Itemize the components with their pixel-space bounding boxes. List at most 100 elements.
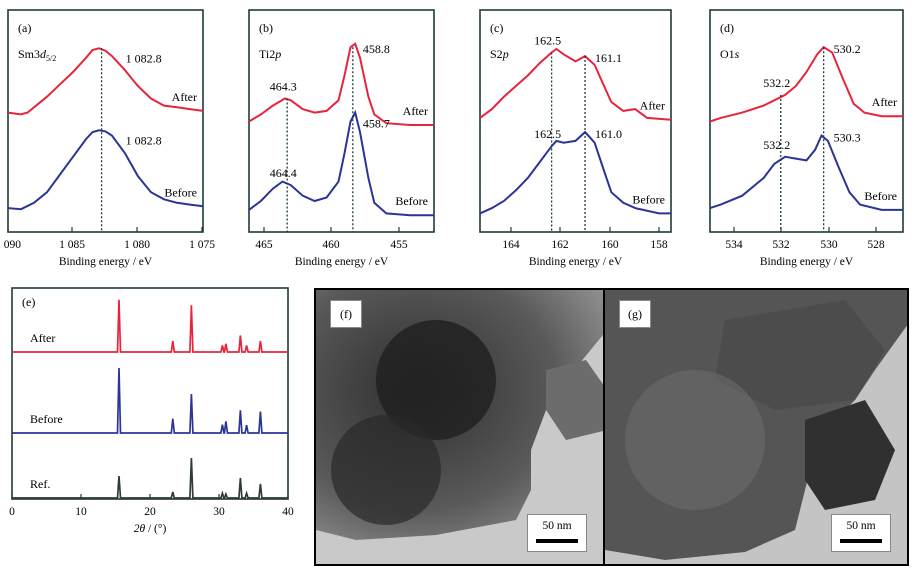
scale-bar-label: 50 nm <box>846 520 876 532</box>
scale-bar-label: 50 nm <box>542 520 572 532</box>
series-line <box>709 45 903 123</box>
title-italic: p <box>502 47 509 61</box>
x-tick-label: 160 <box>601 239 619 251</box>
xps-panel: (a) Sm3d5/2 After Before 1 082.8 1 082.8 1 090… <box>0 9 215 268</box>
series-label: After <box>172 90 197 104</box>
panel-title: Ti2p <box>259 47 281 61</box>
plot-frame <box>7 9 204 233</box>
x-tick-label: 465 <box>255 239 273 251</box>
peak-label: 532.2 <box>763 76 790 90</box>
title-main: O1 <box>720 47 735 61</box>
series-line <box>7 129 204 211</box>
series-label: After <box>30 331 55 345</box>
series-label: After <box>403 104 428 118</box>
x-axis-label-italic: 2θ <box>134 523 146 535</box>
panel-label: (d) <box>720 21 734 35</box>
title-sub: 5/2 <box>46 54 56 63</box>
plot-frame <box>11 287 289 500</box>
title-italic: s <box>735 47 740 61</box>
panel-title: S2p <box>490 47 509 61</box>
scale-bar-box: 50 nm <box>831 514 891 552</box>
x-tick-label: 534 <box>725 239 743 251</box>
panel-title: Sm3d5/2 <box>18 47 56 63</box>
series-line <box>12 367 288 434</box>
x-tick-label: 1 090 <box>0 239 21 251</box>
panel-label: (a) <box>18 21 31 35</box>
tem-panel-label: (g) <box>619 300 651 328</box>
xrd-panel: (e) After Before Ref. 0 10 20 30 40 2θ / (°) <box>9 287 294 535</box>
series-label: After <box>640 99 665 113</box>
peak-label: 458.8 <box>363 42 390 56</box>
x-tick-label: 460 <box>322 239 340 251</box>
x-tick-label: 40 <box>282 506 294 518</box>
x-tick-label: 1 085 <box>59 239 85 251</box>
peak-label: 161.1 <box>595 51 622 65</box>
panel-title: O1s <box>720 47 740 61</box>
series-label: After <box>872 95 897 109</box>
x-tick-label: 164 <box>502 239 520 251</box>
x-tick-label: 20 <box>144 506 156 518</box>
title-italic: d <box>40 47 47 61</box>
x-axis-label: Binding energy / eV <box>529 256 623 268</box>
peak-label: 1 082.8 <box>126 51 162 65</box>
peak-label: 1 082.8 <box>126 133 162 147</box>
scale-bar <box>840 539 882 543</box>
title-main: Ti2 <box>259 47 275 61</box>
panel-label: (b) <box>259 21 273 35</box>
x-tick-label: 0 <box>9 506 15 518</box>
xps-panel: (d) O1s After Before 532.2 532.2 530.2 530.3 534… <box>709 9 904 268</box>
panel-label: (e) <box>22 295 35 309</box>
series-line <box>479 130 671 215</box>
x-tick-label: 530 <box>820 239 838 251</box>
title-main: S2 <box>490 47 503 61</box>
x-tick-label: 1 080 <box>124 239 150 251</box>
xps-panel: (b) Ti2p After Before 464.3 464.4 458.8 458.7 46… <box>248 9 435 268</box>
peak-label: 162.5 <box>534 127 561 141</box>
series-line <box>12 299 288 353</box>
title-main: Sm3 <box>18 47 40 61</box>
series-line <box>248 42 434 126</box>
scale-bar-box: 50 nm <box>527 514 587 552</box>
x-tick-label: 528 <box>867 239 885 251</box>
series-label: Before <box>864 189 897 203</box>
x-tick-label: 30 <box>213 506 225 518</box>
x-axis-label-rest: / (°) <box>145 523 166 535</box>
series-line <box>709 133 903 211</box>
title-italic: p <box>274 47 281 61</box>
series-label: Before <box>632 192 665 206</box>
peak-label: 464.4 <box>270 166 297 180</box>
x-tick-label: 158 <box>650 239 668 251</box>
tem-panel-label: (f) <box>330 300 362 328</box>
peak-label: 458.7 <box>363 116 390 130</box>
x-tick-label: 1 075 <box>189 239 215 251</box>
x-tick-label: 455 <box>390 239 408 251</box>
tem-image-g: (g) 50 nm <box>603 288 909 566</box>
panel-label: (c) <box>490 21 503 35</box>
series-line <box>248 109 434 217</box>
tem-texture-g <box>605 290 907 564</box>
x-axis-label: Binding energy / eV <box>295 256 389 268</box>
series-label: Before <box>164 185 197 199</box>
scale-bar <box>536 539 578 543</box>
peak-label: 530.2 <box>834 42 861 56</box>
series-label: Before <box>30 412 63 426</box>
series-line <box>479 47 672 121</box>
x-tick-label: 532 <box>772 239 790 251</box>
x-axis-label: Binding energy / eV <box>760 256 854 268</box>
x-axis-label: 2θ / (°) <box>134 523 167 535</box>
plot-frame <box>479 9 672 233</box>
peak-label: 162.5 <box>534 34 561 48</box>
peak-label: 464.3 <box>270 79 297 93</box>
peak-label: 161.0 <box>595 127 622 141</box>
series-line <box>12 457 288 499</box>
series-label: Ref. <box>30 477 50 491</box>
x-tick-label: 10 <box>75 506 87 518</box>
series-label: Before <box>395 194 428 208</box>
xps-panel: (c) S2p After Before 162.5 162.5 161.1 161.0 164… <box>479 9 672 268</box>
peak-label: 530.3 <box>834 131 861 145</box>
x-tick-label: 162 <box>551 239 569 251</box>
series-line <box>7 47 204 116</box>
peak-label: 532.2 <box>763 138 790 152</box>
x-axis-label: Binding energy / eV <box>59 256 153 268</box>
